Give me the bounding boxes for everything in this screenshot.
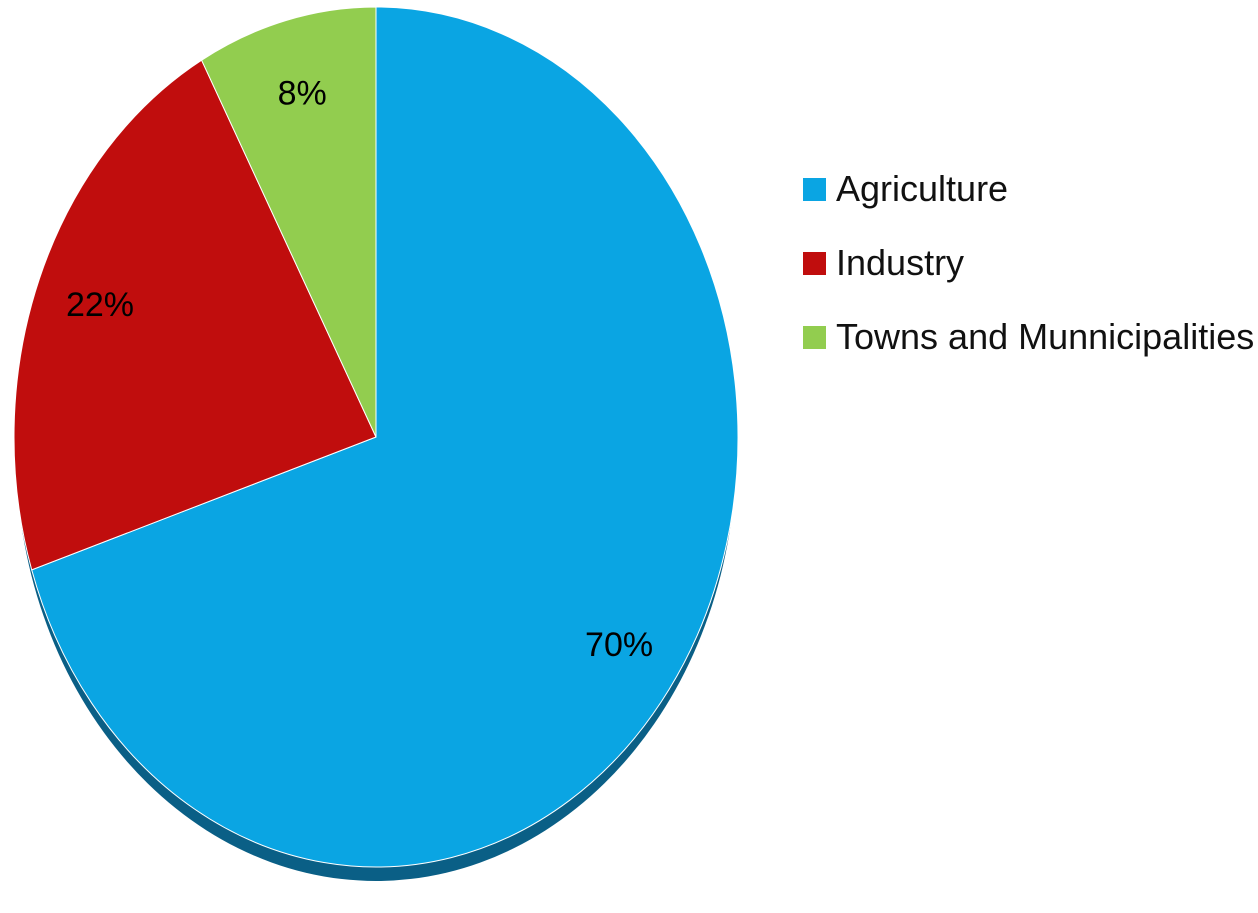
legend-item-agriculture: Agriculture: [803, 152, 1254, 226]
legend-label-agriculture: Agriculture: [836, 168, 1009, 209]
legend-swatch-towns: [803, 325, 826, 349]
pie-slice-industry: [13, 59, 377, 571]
legend-item-industry: Industry: [803, 226, 1254, 300]
data-label-industry: 22%: [66, 286, 134, 324]
pie-slice-towns: [200, 6, 377, 438]
legend-swatch-industry: [803, 251, 826, 275]
legend-label-industry: Industry: [836, 242, 965, 283]
chart-legend: Agriculture Industry Towns and Munnicipa…: [803, 152, 1254, 374]
legend-label-towns: Towns and Munnicipalities: [836, 316, 1255, 357]
pie-slice-agriculture: [31, 6, 739, 868]
legend-item-towns: Towns and Munnicipalities: [803, 300, 1254, 374]
data-label-towns: 8%: [278, 74, 327, 112]
data-label-agriculture: 70%: [585, 626, 653, 664]
legend-swatch-agriculture: [803, 177, 826, 201]
